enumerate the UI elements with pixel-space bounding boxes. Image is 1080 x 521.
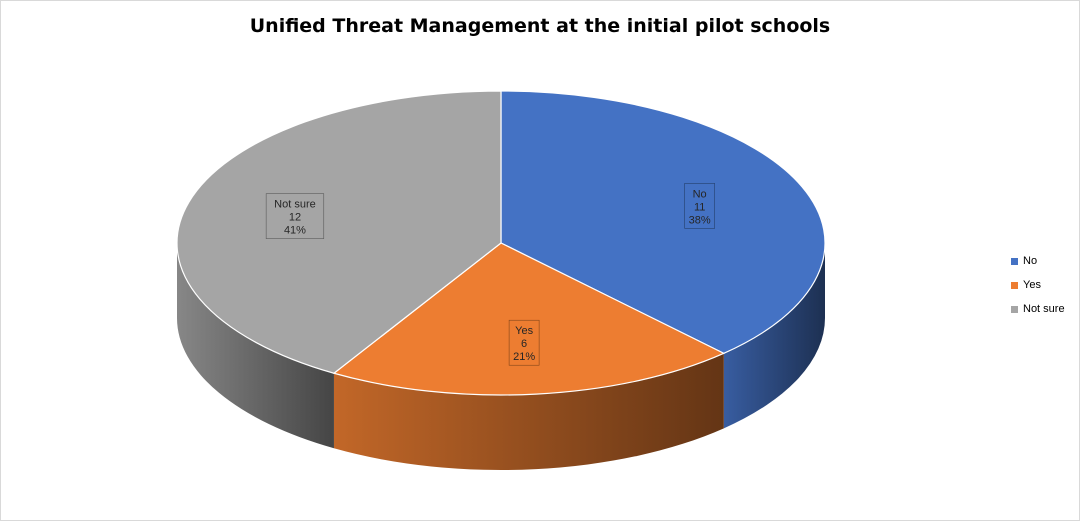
data-label-no-value: 11 xyxy=(694,201,705,213)
legend-label-yes: Yes xyxy=(1023,279,1041,291)
data-label-yes-percent: 21% xyxy=(513,351,535,363)
data-label-box-no xyxy=(684,183,715,229)
legend-label-no: No xyxy=(1023,255,1038,267)
pie-side-yes xyxy=(333,353,724,470)
legend-swatch-no xyxy=(1011,257,1018,265)
legend-swatch-yes xyxy=(1011,281,1018,289)
chart-legend: No Yes Not sure xyxy=(1011,249,1065,321)
legend-swatch-not-sure xyxy=(1011,305,1018,313)
data-label-box-yes xyxy=(508,319,540,366)
pie-side-no xyxy=(723,243,826,429)
data-label-box-not-sure xyxy=(265,193,325,239)
data-label-no-name: No xyxy=(693,188,707,200)
pie-slice-yes xyxy=(332,242,726,396)
legend-item-yes: Yes xyxy=(1011,273,1065,297)
data-label-yes-name: Yes xyxy=(515,325,533,337)
pie-slice-no xyxy=(500,90,826,355)
legend-label-not-sure: Not sure xyxy=(1023,303,1065,315)
data-label-not-sure-value: 12 xyxy=(289,212,301,224)
legend-item-not-sure: Not sure xyxy=(1011,297,1065,321)
pie-side-not-sure xyxy=(177,243,334,449)
data-label-yes-value: 6 xyxy=(521,338,527,350)
data-label-not-sure-percent: 41% xyxy=(284,225,306,237)
legend-item-no: No xyxy=(1011,249,1065,273)
pie-slice-not-sure xyxy=(176,90,502,374)
chart-title: Unified Threat Management at the initial… xyxy=(249,15,831,37)
data-label-not-sure-name: Not sure xyxy=(274,199,316,211)
data-label-no-percent: 38% xyxy=(689,214,711,226)
